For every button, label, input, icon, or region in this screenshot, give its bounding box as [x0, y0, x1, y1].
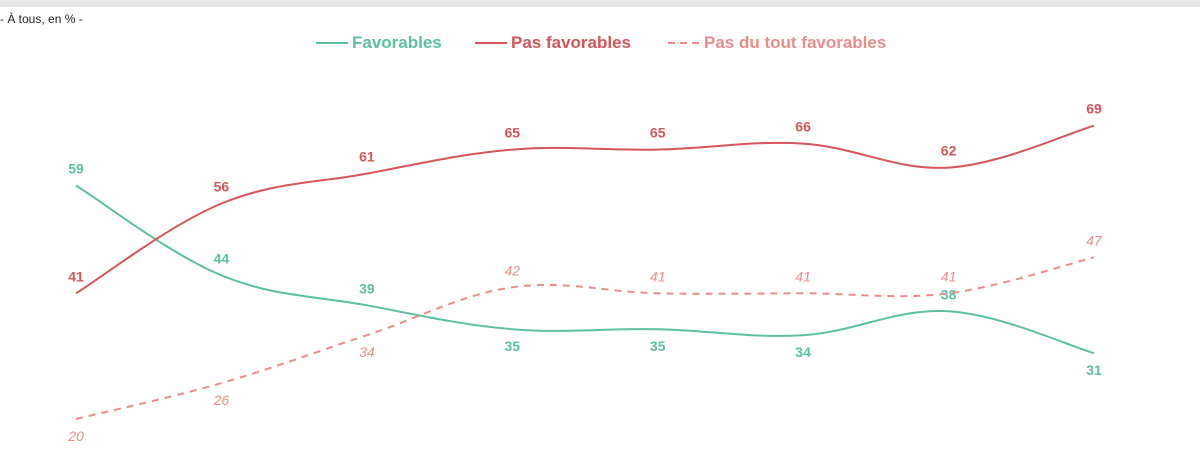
- legend-swatch-favorables: [316, 37, 348, 49]
- series-line-favorables: [75, 184, 1095, 355]
- data-label-pas-du-tout-favorables-2: 26: [213, 392, 230, 408]
- legend-item-pas-favorables: Pas favorables: [475, 30, 631, 56]
- legend-swatch-pas-favorables: [475, 37, 507, 49]
- data-label-favorables-8: 31: [1086, 362, 1102, 378]
- top-strip: [0, 0, 1200, 7]
- data-label-pas-du-tout-favorables-7: 41: [941, 268, 957, 284]
- data-label-pas-favorables-2: 56: [214, 179, 230, 195]
- data-label-favorables-1: 59: [68, 161, 84, 177]
- data-label-pas-favorables-3: 61: [359, 149, 375, 165]
- data-label-pas-du-tout-favorables-8: 47: [1086, 232, 1103, 248]
- chart-legend: Favorables Pas favorables Pas du tout fa…: [0, 30, 1200, 56]
- legend-label-pas-favorables: Pas favorables: [511, 33, 632, 52]
- series-line-pas-du-tout-favorables: [75, 256, 1095, 420]
- data-label-pas-du-tout-favorables-1: 20: [67, 428, 84, 444]
- chart-subtitle: - À tous, en % -: [0, 12, 83, 26]
- legend-item-pas-du-tout-favorables: Pas du tout favorables: [668, 30, 886, 56]
- data-label-favorables-6: 34: [795, 344, 811, 360]
- data-label-favorables-5: 35: [650, 338, 666, 354]
- data-label-favorables-4: 35: [505, 338, 521, 354]
- data-label-pas-favorables-5: 65: [650, 125, 666, 141]
- data-label-pas-favorables-1: 41: [68, 268, 84, 284]
- legend-item-favorables: Favorables: [316, 30, 442, 56]
- data-label-pas-favorables-6: 66: [795, 119, 811, 135]
- legend-label-favorables: Favorables: [352, 33, 442, 52]
- data-label-favorables-7: 38: [941, 286, 957, 302]
- legend-swatch-pas-du-tout-favorables: [668, 37, 700, 49]
- legend-label-pas-du-tout-favorables: Pas du tout favorables: [704, 33, 887, 52]
- data-label-pas-favorables-8: 69: [1086, 101, 1102, 117]
- data-label-pas-du-tout-favorables-3: 34: [359, 344, 375, 360]
- data-label-pas-favorables-7: 62: [941, 143, 957, 159]
- data-label-favorables-3: 39: [359, 280, 375, 296]
- data-label-pas-du-tout-favorables-4: 42: [505, 262, 521, 278]
- data-label-favorables-2: 44: [214, 250, 230, 266]
- series-line-pas-favorables: [75, 124, 1095, 295]
- data-label-pas-du-tout-favorables-6: 41: [795, 268, 811, 284]
- data-label-pas-favorables-4: 65: [505, 125, 521, 141]
- data-label-pas-du-tout-favorables-5: 41: [650, 268, 666, 284]
